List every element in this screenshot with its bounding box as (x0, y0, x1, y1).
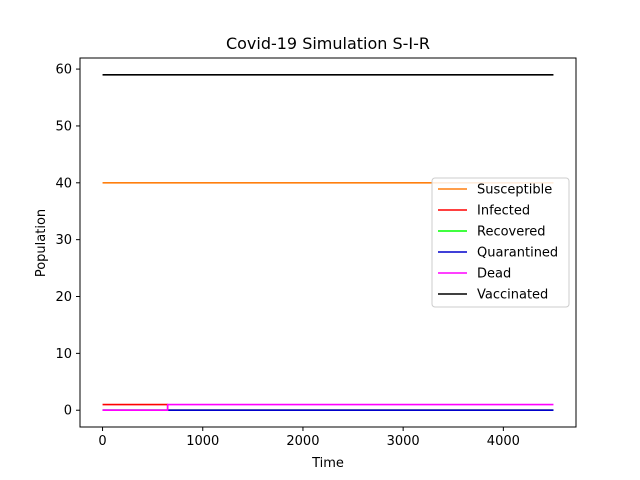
x-tick-label: 4000 (487, 434, 520, 449)
x-axis-ticks: 0 1000 2000 3000 4000 (98, 427, 520, 449)
legend-label-vaccinated: Vaccinated (477, 288, 548, 303)
legend-label-infected: Infected (477, 204, 530, 219)
y-tick-label: 30 (55, 233, 72, 248)
y-axis-ticks: 0 10 20 30 40 50 60 (55, 63, 80, 419)
x-tick-label: 1000 (186, 434, 219, 449)
y-tick-label: 20 (55, 290, 72, 305)
y-tick-label: 60 (55, 63, 72, 78)
legend-label-susceptible: Susceptible (477, 183, 552, 198)
series-line-dead (102, 403, 554, 412)
x-tick-label: 3000 (387, 434, 420, 449)
x-axis-label: Time (311, 456, 344, 471)
axes-frame (79, 57, 577, 428)
y-axis-label: Population (34, 209, 49, 277)
y-tick-label: 10 (55, 347, 72, 362)
y-tick-label: 0 (64, 404, 72, 419)
chart-title: Covid-19 Simulation S-I-R (226, 34, 430, 53)
legend-label-recovered: Recovered (477, 225, 546, 240)
x-tick-label: 0 (98, 434, 106, 449)
x-tick-label: 2000 (286, 434, 319, 449)
legend-label-quarantined: Quarantined (477, 246, 558, 261)
legend-label-dead: Dead (477, 267, 511, 282)
y-tick-label: 50 (55, 119, 72, 134)
legend: Susceptible Infected Recovered Quarantined D… (431, 177, 570, 308)
series-layer (102, 73, 554, 412)
y-tick-label: 40 (55, 176, 72, 191)
